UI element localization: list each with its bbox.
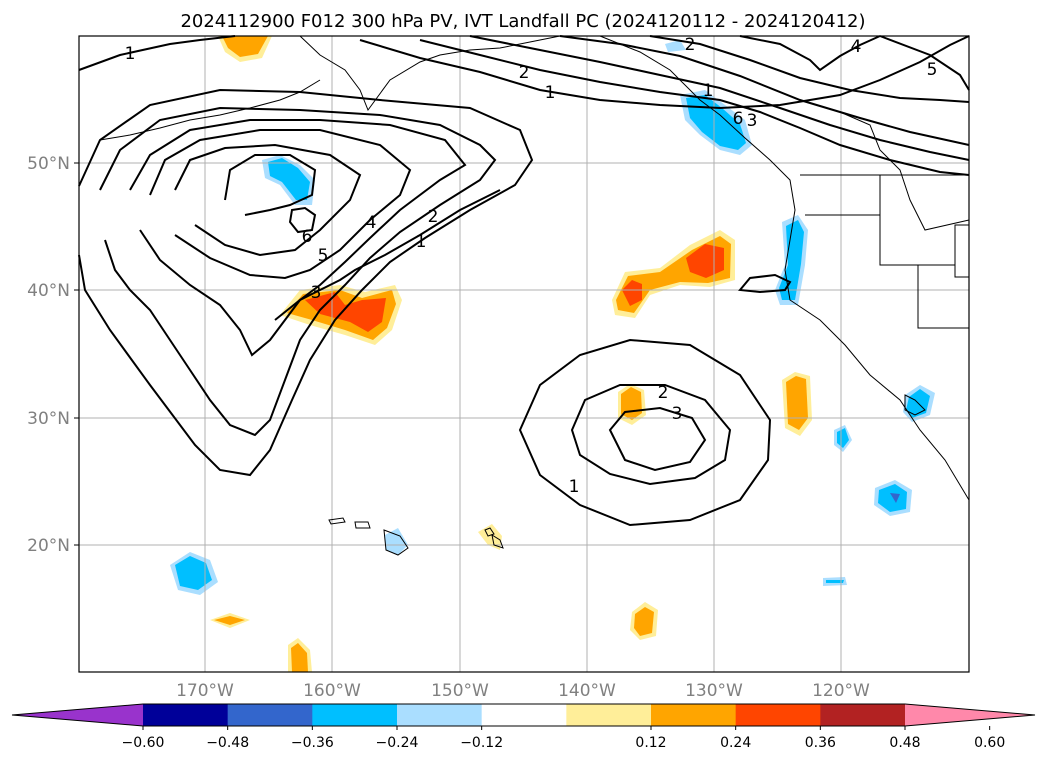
contour-label: 1 [545, 83, 556, 103]
positive-anomaly [291, 643, 308, 672]
colorbar-segment [820, 704, 906, 726]
contour-label: 1 [416, 232, 427, 252]
contour-label: 5 [927, 60, 938, 80]
lat-tick-label: 40°N [27, 281, 70, 301]
contour-label: 3 [311, 283, 322, 303]
contour-label: 3 [672, 404, 683, 424]
colorbar-tick-label: 0.12 [635, 735, 666, 751]
negative-anomaly [268, 158, 310, 200]
lon-tick-label: 160°W [303, 681, 361, 701]
colorbar-extend-high [905, 704, 1035, 726]
positive-anomaly [214, 616, 245, 625]
negative-anomaly [175, 556, 212, 590]
colorbar-tick-label: −0.48 [206, 735, 249, 751]
negative-anomaly [385, 528, 408, 555]
negative-anomaly [686, 95, 746, 150]
contour-label: 2 [658, 383, 669, 403]
colorbar-extend-low [12, 704, 143, 726]
colorbar: −0.60 −0.48 −0.36 −0.24 −0.12 0.12 0.24 0.36 0.4… [11, 703, 1036, 751]
lon-tick-label: 120°W [812, 681, 870, 701]
contour-label: 2 [685, 35, 696, 55]
colorbar-segment [143, 704, 229, 726]
positive-anomaly [634, 607, 654, 636]
lon-tick-label: 150°W [431, 681, 489, 701]
map-frame [78, 35, 970, 673]
lat-ticks: 50°N 40°N 30°N 20°N [27, 154, 79, 556]
colorbar-tick-label: 0.24 [720, 735, 751, 751]
colorbar-tick-label: −0.24 [376, 735, 419, 751]
contour-labels: 1 2 6 4 5 1 3 2 1 1 2 4 5 6 3 2 3 1 [125, 35, 938, 497]
lat-tick-label: 30°N [27, 409, 70, 429]
negative-anomaly [837, 428, 849, 448]
contour-label: 4 [851, 37, 862, 57]
negative-anomaly [826, 580, 844, 583]
positive-anomaly [621, 387, 642, 420]
contour-label: 1 [703, 81, 714, 101]
negative-anomaly [665, 40, 686, 52]
lat-tick-label: 20°N [27, 536, 70, 556]
contour-label: 6 [733, 109, 744, 129]
contour-label: 5 [318, 246, 329, 266]
contour-label: 2 [428, 207, 439, 227]
contour-label: 6 [302, 227, 313, 247]
negative-anomaly [890, 493, 900, 503]
colorbar-segment [227, 704, 313, 726]
positive-anomaly [222, 36, 268, 57]
colorbar-segment [397, 704, 483, 726]
contour-label: 3 [747, 111, 758, 131]
colorbar-tick-label: −0.36 [291, 735, 334, 751]
colorbar-segment [312, 704, 398, 726]
positive-anomaly [622, 280, 642, 306]
lon-tick-label: 130°W [685, 681, 743, 701]
lon-tick-label: 170°W [176, 681, 234, 701]
contour-label: 1 [125, 44, 136, 64]
contour-label: 2 [519, 63, 530, 83]
pv-contours [78, 35, 970, 527]
positive-anomaly [478, 524, 502, 550]
ivt-shading [170, 36, 935, 672]
colorbar-tick-label: 0.60 [974, 735, 1005, 751]
lon-ticks: 170°W 160°W 150°W 140°W 130°W 120°W [176, 681, 870, 701]
colorbar-tick-label: 0.36 [805, 735, 836, 751]
colorbar-segment [566, 704, 652, 726]
contour-label: 1 [569, 477, 580, 497]
lon-tick-label: 140°W [558, 681, 616, 701]
positive-anomaly [305, 292, 386, 332]
contour-label: 4 [366, 213, 377, 233]
chart-title: 2024112900 F012 300 hPa PV, IVT Landfall… [180, 11, 865, 32]
positive-anomaly [786, 376, 808, 430]
colorbar-tick-label: −0.60 [122, 735, 165, 751]
colorbar-segment [481, 704, 567, 726]
colorbar-segment [735, 704, 821, 726]
colorbar-segment [651, 704, 737, 726]
colorbar-tick-label: −0.12 [460, 735, 503, 751]
graticule [79, 36, 969, 672]
colorbar-tick-label: 0.48 [889, 735, 920, 751]
lat-tick-label: 50°N [27, 154, 70, 174]
coastlines [99, 35, 970, 556]
negative-anomaly [878, 484, 907, 512]
